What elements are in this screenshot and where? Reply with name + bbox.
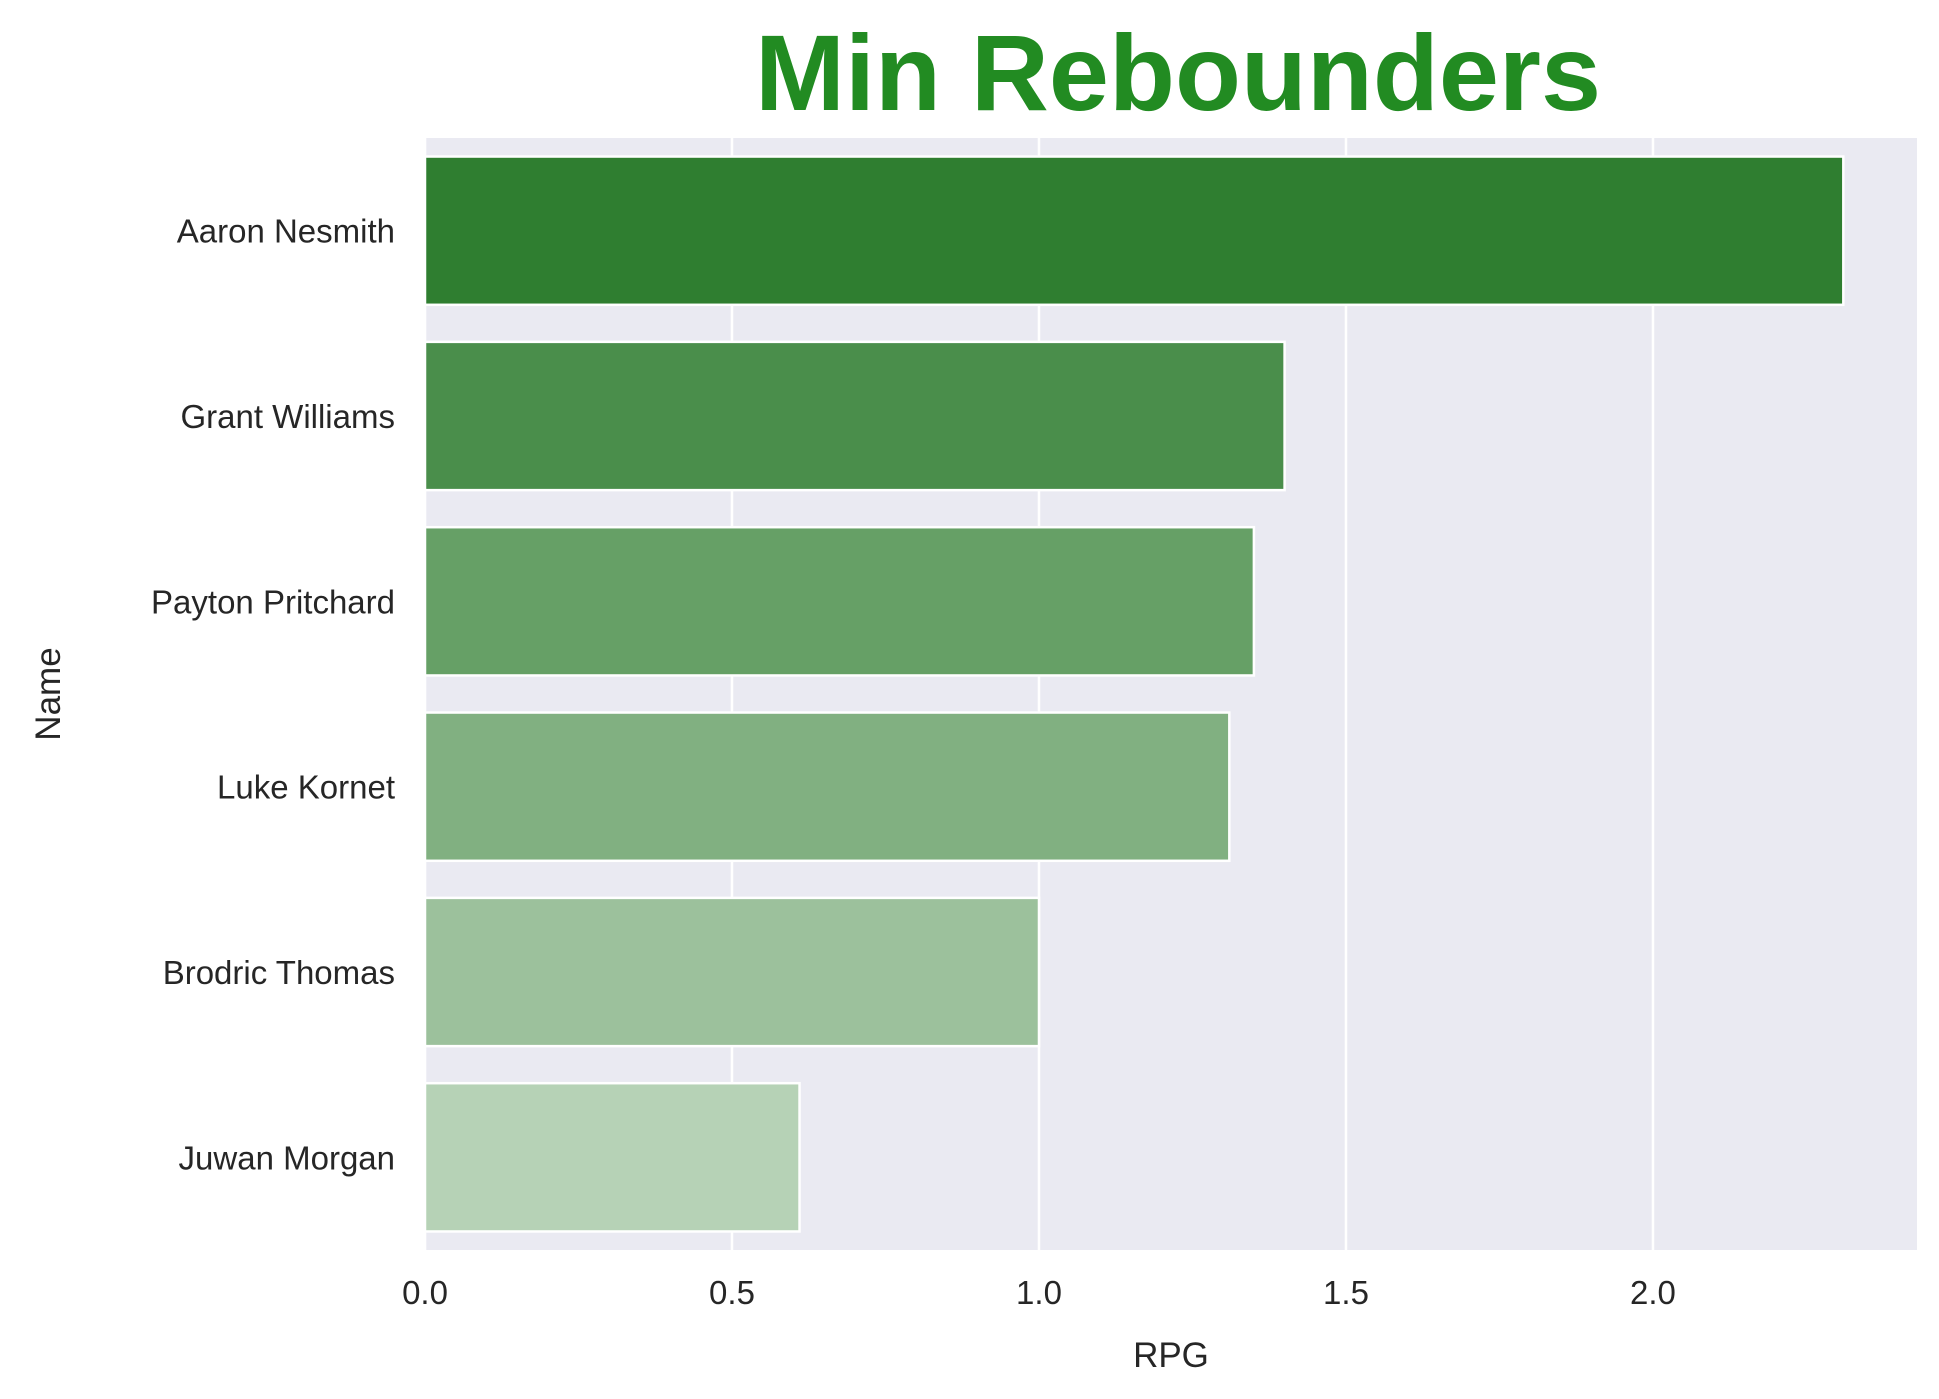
y-tick-label: Aaron Nesmith bbox=[177, 213, 395, 250]
bar bbox=[423, 525, 1256, 677]
x-tick-label: 2.0 bbox=[1630, 1274, 1676, 1311]
y-tick-label: Brodric Thomas bbox=[163, 954, 395, 991]
x-tick-label: 0.0 bbox=[402, 1274, 448, 1311]
y-tick-label: Grant Williams bbox=[180, 398, 395, 435]
y-axis-label: Name bbox=[29, 647, 68, 740]
gridlines bbox=[423, 138, 1655, 1250]
bar bbox=[423, 896, 1041, 1048]
bars bbox=[423, 155, 1845, 1233]
y-tick-label: Juwan Morgan bbox=[179, 1139, 395, 1176]
x-tick-labels: 0.0 0.5 1.0 1.5 2.0 bbox=[402, 1274, 1676, 1311]
bar bbox=[423, 340, 1286, 492]
x-tick-label: 1.0 bbox=[1016, 1274, 1062, 1311]
chart-title: Min Rebounders bbox=[755, 12, 1601, 133]
bar bbox=[423, 1081, 801, 1233]
bar bbox=[423, 711, 1231, 863]
x-axis-label: RPG bbox=[1133, 1336, 1209, 1375]
y-tick-label: Payton Pritchard bbox=[151, 583, 395, 620]
y-tick-labels: Aaron Nesmith Grant Williams Payton Pritch… bbox=[151, 213, 395, 1177]
y-tick-label: Luke Kornet bbox=[217, 769, 395, 806]
bar bbox=[423, 155, 1845, 307]
x-tick-label: 0.5 bbox=[709, 1274, 755, 1311]
x-tick-label: 1.5 bbox=[1323, 1274, 1369, 1311]
plot-area bbox=[425, 138, 1917, 1250]
